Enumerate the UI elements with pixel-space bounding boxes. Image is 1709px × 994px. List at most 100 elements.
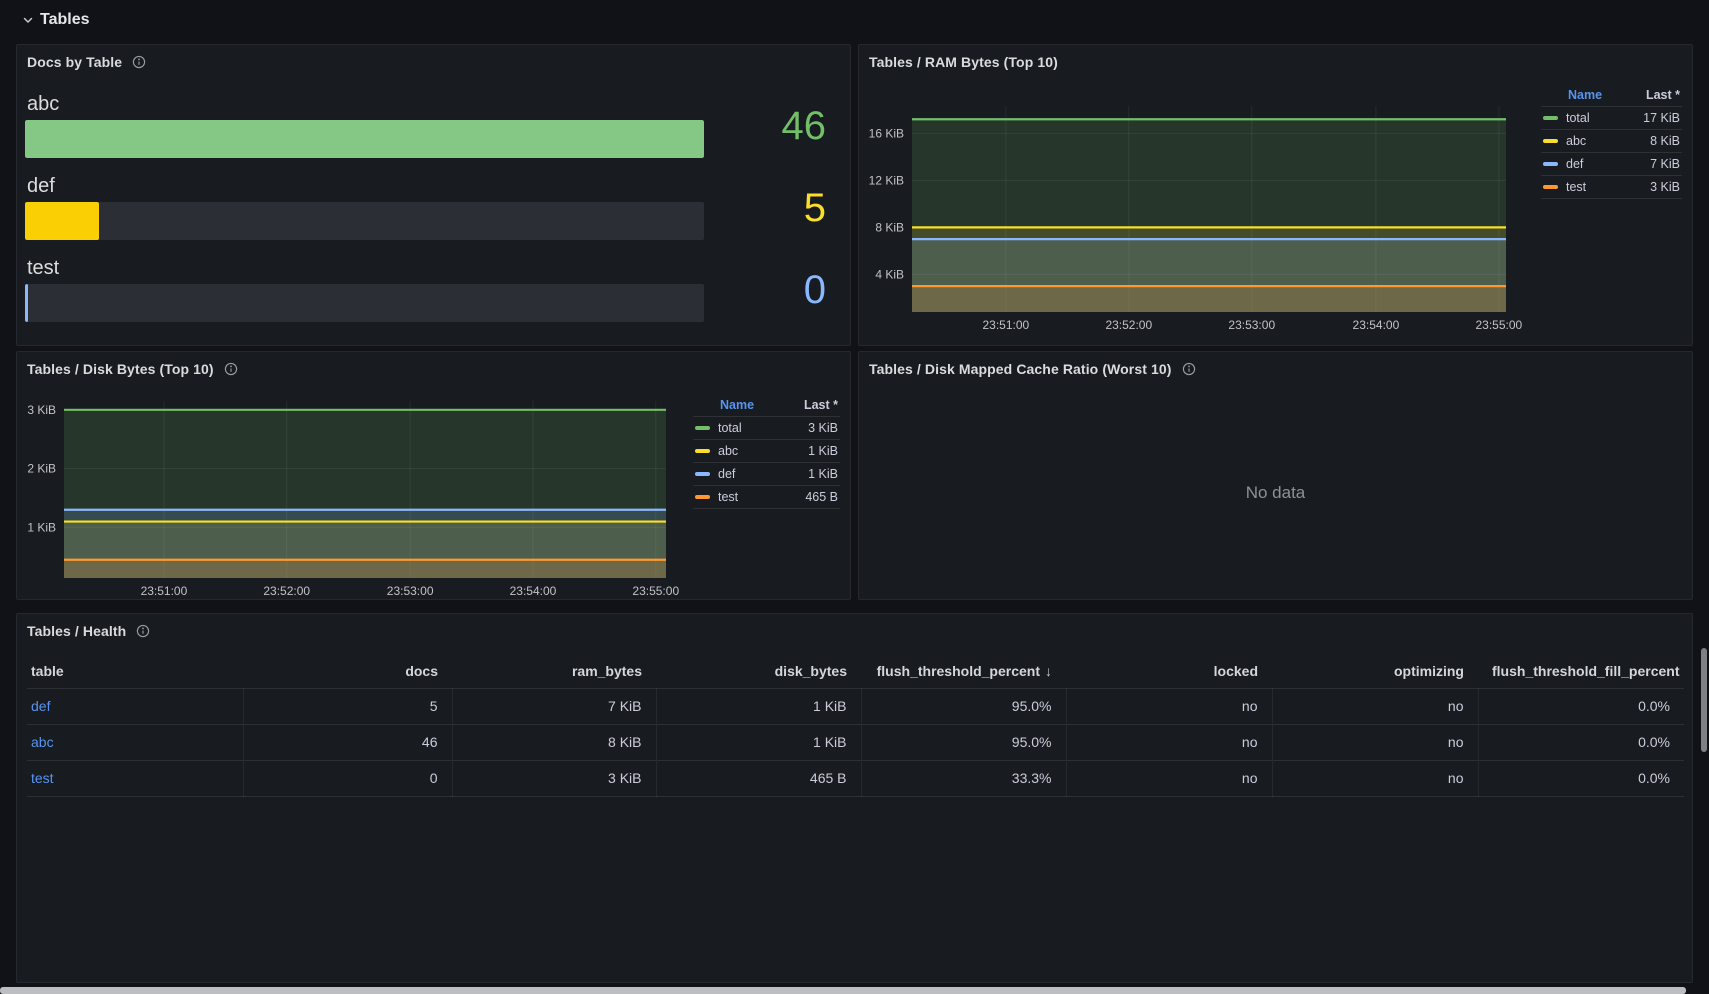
series-swatch-icon: [1543, 162, 1558, 166]
legend-row[interactable]: abc 8 KiB: [1541, 130, 1682, 153]
dashboard-row-tables[interactable]: Tables: [22, 9, 90, 31]
gauge-fill: [25, 284, 28, 322]
column-header-docs[interactable]: docs: [405, 662, 438, 679]
column-header-disk_bytes[interactable]: disk_bytes: [774, 662, 847, 679]
cell: 95.0%: [861, 723, 1067, 760]
series-swatch-icon: [695, 426, 710, 430]
row-title: Tables: [40, 11, 90, 28]
horizontal-scrollbar-thumb[interactable]: [0, 987, 1686, 994]
legend-series-name[interactable]: total: [1566, 111, 1590, 125]
panel-disk-header[interactable]: Tables / Disk Bytes (Top 10): [17, 352, 850, 386]
panel-title: Tables / RAM Bytes (Top 10): [869, 54, 1058, 70]
panel-title: Tables / Health: [27, 623, 127, 639]
legend-row[interactable]: def 1 KiB: [693, 463, 840, 486]
svg-text:23:55:00: 23:55:00: [632, 584, 679, 598]
svg-text:8 KiB: 8 KiB: [875, 220, 904, 234]
svg-text:23:52:00: 23:52:00: [263, 584, 310, 598]
table-link-def[interactable]: def: [27, 687, 244, 724]
info-icon[interactable]: [224, 362, 238, 376]
legend-series-last: 8 KiB: [1650, 134, 1680, 148]
panel-title: Tables / Disk Mapped Cache Ratio (Worst …: [869, 361, 1172, 377]
svg-text:23:54:00: 23:54:00: [1353, 318, 1400, 332]
panel-disk-bytes: Tables / Disk Bytes (Top 10) 1 KiB 2 KiB 3…: [16, 351, 851, 600]
svg-text:4 KiB: 4 KiB: [875, 267, 904, 281]
table-link-test[interactable]: test: [27, 759, 244, 797]
svg-text:3 KiB: 3 KiB: [27, 403, 56, 417]
legend-name-header[interactable]: Name: [1568, 88, 1603, 102]
gauge-main: abc: [25, 93, 704, 158]
legend-series-name[interactable]: total: [718, 421, 742, 435]
gauge-row: def 5: [25, 175, 826, 240]
column-header-flush_threshold_percent[interactable]: flush_threshold_percent ↓: [876, 662, 1052, 679]
legend-series-name[interactable]: def: [1566, 157, 1584, 171]
cell: no: [1066, 723, 1273, 760]
legend-row[interactable]: abc 1 KiB: [693, 440, 840, 463]
legend-row[interactable]: test 465 B: [693, 486, 840, 509]
legend-row[interactable]: def 7 KiB: [1541, 153, 1682, 176]
chevron-down-icon[interactable]: [22, 14, 34, 26]
svg-text:23:51:00: 23:51:00: [982, 318, 1029, 332]
column-header-ram_bytes[interactable]: ram_bytes: [571, 662, 642, 679]
info-icon[interactable]: [1182, 362, 1196, 376]
vertical-scrollbar-thumb[interactable]: [1701, 648, 1707, 752]
legend-series-last: 17 KiB: [1643, 111, 1680, 125]
legend-row[interactable]: total 3 KiB: [693, 417, 840, 440]
panel-ram-header[interactable]: Tables / RAM Bytes (Top 10): [859, 45, 1692, 79]
column-header-flush_threshold_fill_percent[interactable]: flush_threshold_fill_percent: [1492, 662, 1680, 679]
cell: 465 B: [656, 759, 862, 797]
info-icon[interactable]: [136, 624, 150, 638]
svg-text:23:51:00: 23:51:00: [141, 584, 188, 598]
legend-series-name[interactable]: def: [718, 467, 736, 481]
legend-name-header[interactable]: Name: [720, 398, 755, 412]
series-swatch-icon: [1543, 116, 1558, 120]
legend-series-last: 3 KiB: [808, 421, 838, 435]
cell: 46: [243, 723, 453, 760]
gauge-fill: [25, 120, 704, 158]
table-link-abc[interactable]: abc: [27, 723, 244, 760]
series-swatch-icon: [695, 472, 710, 476]
series-swatch-icon: [1543, 139, 1558, 143]
panel-cache-header[interactable]: Tables / Disk Mapped Cache Ratio (Worst …: [859, 352, 1692, 386]
legend-last-header[interactable]: Last *: [803, 398, 838, 412]
cell: 0.0%: [1478, 723, 1684, 760]
legend-series-last: 465 B: [805, 490, 838, 504]
info-icon[interactable]: [132, 55, 146, 69]
panel-health-header[interactable]: Tables / Health: [17, 614, 1692, 648]
panel-docs-header[interactable]: Docs by Table: [17, 45, 850, 79]
panel-title: Tables / Disk Bytes (Top 10): [27, 361, 214, 377]
legend-series-name[interactable]: abc: [1566, 134, 1587, 148]
gauge-label: abc: [27, 93, 60, 115]
table-row: def 5 7 KiB 1 KiB 95.0% no no 0.0%: [27, 687, 1684, 724]
gauge-track: [25, 284, 704, 322]
legend-series-last: 1 KiB: [808, 444, 838, 458]
svg-text:23:54:00: 23:54:00: [510, 584, 557, 598]
panel-cache-ratio: Tables / Disk Mapped Cache Ratio (Worst …: [858, 351, 1693, 600]
legend-series-name[interactable]: test: [718, 490, 739, 504]
cell: 7 KiB: [452, 687, 657, 724]
column-header-locked[interactable]: locked: [1213, 662, 1258, 679]
series-swatch-icon: [695, 449, 710, 453]
legend-row[interactable]: test 3 KiB: [1541, 176, 1682, 199]
cell: no: [1272, 687, 1479, 724]
legend-row[interactable]: total 17 KiB: [1541, 107, 1682, 130]
cell: no: [1272, 759, 1479, 797]
legend-series-name[interactable]: test: [1566, 180, 1587, 194]
cell: 5: [243, 687, 453, 724]
gauge-row: abc 46: [25, 93, 826, 158]
svg-text:12 KiB: 12 KiB: [869, 173, 904, 187]
panel-title: Docs by Table: [27, 54, 123, 70]
svg-text:1 KiB: 1 KiB: [27, 520, 56, 534]
svg-text:2 KiB: 2 KiB: [27, 462, 56, 476]
gauge-main: def: [25, 175, 704, 240]
column-header-optimizing[interactable]: optimizing: [1394, 662, 1464, 679]
no-data-message: No data: [1245, 482, 1306, 502]
gauge-label: test: [27, 257, 60, 279]
cell: no: [1066, 687, 1273, 724]
svg-text:23:53:00: 23:53:00: [1228, 318, 1275, 332]
legend-last-header[interactable]: Last *: [1645, 88, 1680, 102]
ram-bytes-legend: Name Last * total 17 KiB abc 8 KiB def 7 KiB tes…: [1541, 85, 1682, 199]
column-header-table[interactable]: table: [31, 662, 64, 679]
legend-series-name[interactable]: abc: [718, 444, 739, 458]
svg-text:23:52:00: 23:52:00: [1105, 318, 1152, 332]
legend-series-last: 3 KiB: [1650, 180, 1680, 194]
